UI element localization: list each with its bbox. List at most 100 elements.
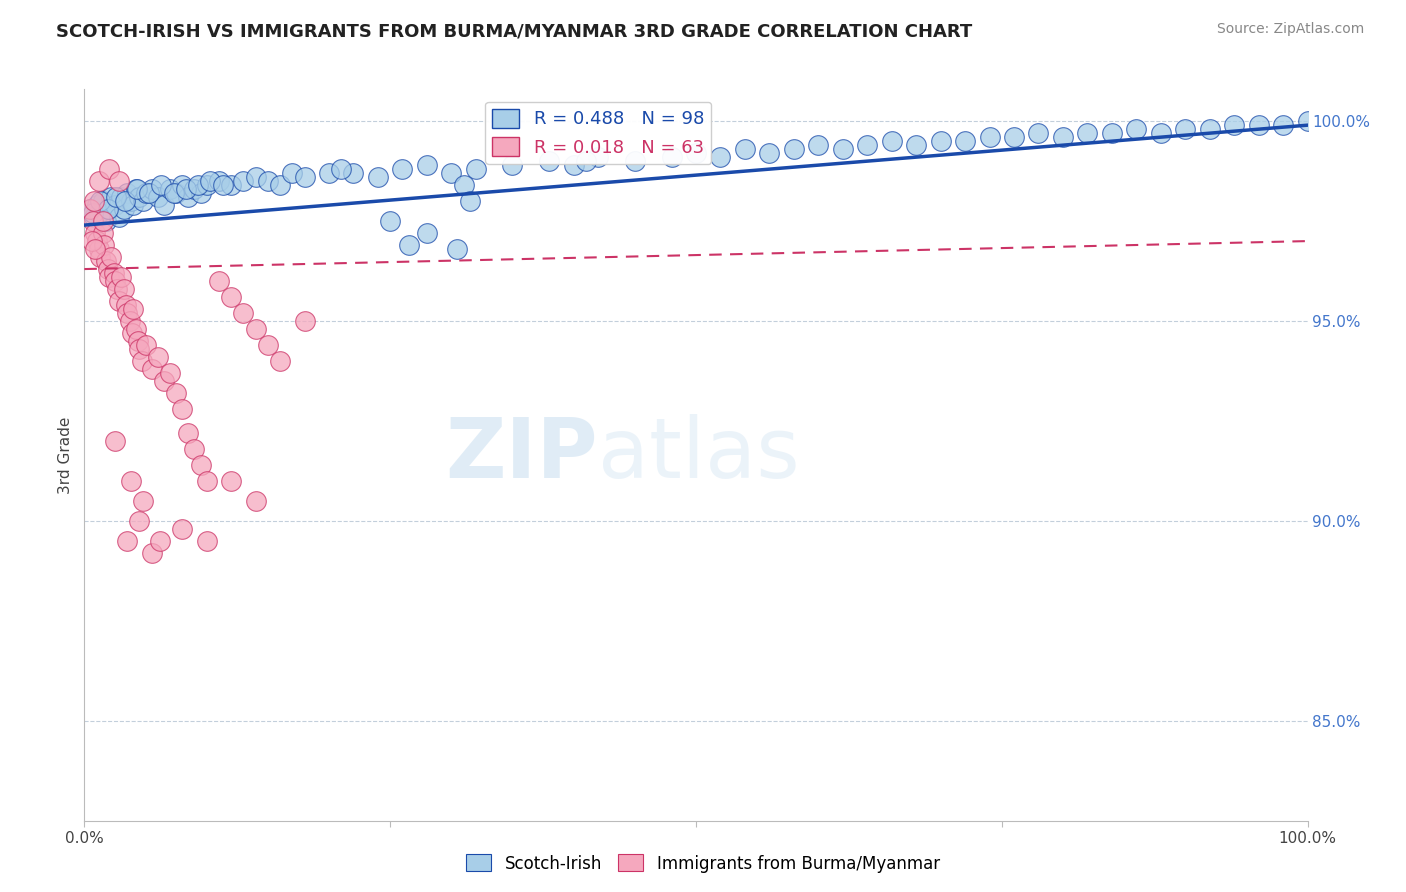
Text: Source: ZipAtlas.com: Source: ZipAtlas.com bbox=[1216, 22, 1364, 37]
Point bbox=[150, 178, 173, 193]
Point bbox=[1101, 126, 1123, 140]
Point bbox=[131, 354, 153, 368]
Point bbox=[734, 142, 756, 156]
Point bbox=[91, 226, 114, 240]
Point bbox=[115, 186, 138, 201]
Point bbox=[141, 182, 163, 196]
Point bbox=[104, 198, 127, 212]
Point bbox=[138, 186, 160, 201]
Point bbox=[100, 250, 122, 264]
Point bbox=[141, 546, 163, 560]
Point bbox=[96, 214, 118, 228]
Point bbox=[208, 174, 231, 188]
Point bbox=[538, 154, 561, 169]
Point bbox=[330, 162, 353, 177]
Point bbox=[87, 242, 110, 256]
Point bbox=[165, 386, 187, 401]
Point bbox=[219, 290, 242, 304]
Legend: Scotch-Irish, Immigrants from Burma/Myanmar: Scotch-Irish, Immigrants from Burma/Myan… bbox=[460, 847, 946, 880]
Point bbox=[929, 134, 952, 148]
Point bbox=[1272, 118, 1295, 132]
Point bbox=[79, 202, 101, 216]
Point bbox=[97, 202, 120, 216]
Point bbox=[83, 210, 105, 224]
Point bbox=[177, 425, 200, 440]
Point bbox=[174, 182, 197, 196]
Point bbox=[245, 322, 267, 336]
Point bbox=[624, 154, 647, 169]
Point bbox=[153, 374, 176, 388]
Point bbox=[685, 146, 707, 161]
Point bbox=[91, 194, 114, 208]
Point bbox=[294, 314, 316, 328]
Point bbox=[127, 334, 149, 348]
Point bbox=[89, 250, 111, 264]
Point bbox=[128, 514, 150, 528]
Point bbox=[245, 170, 267, 185]
Point bbox=[83, 194, 105, 208]
Point bbox=[1247, 118, 1270, 132]
Point bbox=[122, 198, 145, 212]
Point bbox=[1028, 126, 1050, 140]
Point bbox=[97, 162, 120, 177]
Point bbox=[464, 162, 486, 177]
Point bbox=[758, 146, 780, 161]
Point bbox=[979, 130, 1001, 145]
Point bbox=[807, 138, 830, 153]
Point bbox=[294, 170, 316, 185]
Point bbox=[502, 158, 524, 172]
Point bbox=[281, 166, 304, 180]
Point bbox=[183, 182, 205, 196]
Point bbox=[103, 266, 125, 280]
Point bbox=[183, 442, 205, 456]
Point bbox=[149, 533, 172, 548]
Point bbox=[269, 178, 291, 193]
Point bbox=[391, 162, 413, 177]
Point bbox=[1052, 130, 1074, 145]
Point bbox=[575, 154, 598, 169]
Point bbox=[208, 274, 231, 288]
Point bbox=[257, 174, 280, 188]
Point bbox=[562, 158, 585, 172]
Point bbox=[159, 182, 181, 196]
Point bbox=[120, 194, 142, 208]
Point bbox=[172, 178, 194, 193]
Point bbox=[128, 342, 150, 356]
Point bbox=[120, 474, 142, 488]
Point bbox=[416, 158, 439, 172]
Point bbox=[125, 182, 148, 196]
Point bbox=[1198, 122, 1220, 136]
Point bbox=[245, 494, 267, 508]
Point bbox=[159, 366, 181, 380]
Point bbox=[195, 533, 218, 548]
Point bbox=[110, 270, 132, 285]
Point bbox=[153, 198, 176, 212]
Point bbox=[586, 150, 609, 164]
Point bbox=[856, 138, 879, 153]
Point bbox=[89, 194, 111, 208]
Point bbox=[367, 170, 389, 185]
Point bbox=[93, 238, 115, 252]
Point bbox=[1174, 122, 1197, 136]
Point bbox=[446, 242, 468, 256]
Point bbox=[86, 198, 108, 212]
Point bbox=[190, 186, 212, 201]
Point bbox=[342, 166, 364, 180]
Point bbox=[84, 242, 107, 256]
Point bbox=[440, 166, 463, 180]
Point bbox=[82, 214, 104, 228]
Point bbox=[200, 174, 222, 188]
Point bbox=[118, 314, 141, 328]
Point bbox=[187, 178, 209, 193]
Point bbox=[104, 434, 127, 448]
Point bbox=[141, 362, 163, 376]
Point bbox=[135, 186, 157, 201]
Point bbox=[122, 301, 145, 316]
Text: ZIP: ZIP bbox=[446, 415, 598, 495]
Point bbox=[97, 270, 120, 285]
Point bbox=[87, 174, 110, 188]
Point bbox=[219, 178, 242, 193]
Point bbox=[135, 338, 157, 352]
Point bbox=[318, 166, 340, 180]
Point bbox=[1296, 114, 1319, 128]
